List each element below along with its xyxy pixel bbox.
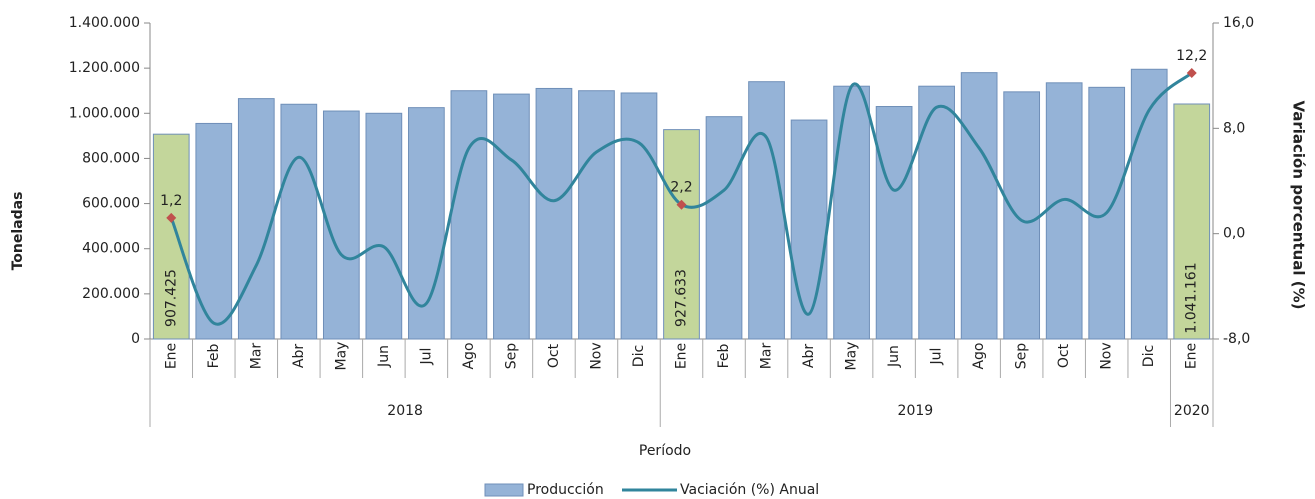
x-tick-label: Feb — [206, 343, 222, 368]
year-label: 2019 — [898, 403, 934, 419]
x-tick-label: Ene — [674, 343, 690, 369]
bar — [535, 87, 573, 340]
y-tick-label: 600.000 — [82, 196, 140, 212]
y2-axis-title: Variación porcentual (%) — [1290, 100, 1308, 309]
y-tick-label: 200.000 — [82, 286, 140, 302]
bar — [833, 85, 870, 340]
line-value-label: 1,2 — [160, 193, 182, 209]
bar — [578, 90, 615, 340]
x-tick-label: Jun — [376, 345, 392, 368]
y2-tick-label: 16,0 — [1223, 15, 1254, 31]
x-tick-label: Nov — [1099, 342, 1115, 369]
bar — [365, 112, 403, 340]
x-tick-label: Dic — [1141, 345, 1157, 367]
y-tick-label: 1.400.000 — [69, 15, 140, 31]
y-tick-label: 400.000 — [82, 241, 140, 257]
bar-value-label: 1.041.161 — [1184, 262, 1200, 333]
line-value-label: 2,2 — [670, 180, 692, 196]
x-tick-label: Sep — [1014, 343, 1030, 370]
bar — [237, 98, 275, 340]
x-tick-label: Jul — [418, 348, 434, 366]
x-tick-label: Ago — [461, 342, 477, 369]
line-marker — [1186, 68, 1197, 79]
bar — [1173, 103, 1211, 340]
x-tick-label: Ene — [1184, 343, 1200, 369]
bar — [1045, 82, 1083, 340]
bar — [918, 85, 955, 340]
x-tick-label: Ene — [163, 343, 179, 369]
y-tick-label: 1.200.000 — [69, 60, 140, 76]
year-label: 2018 — [387, 403, 423, 419]
bar — [960, 72, 998, 340]
line-marker — [166, 212, 177, 223]
legend-swatch — [484, 483, 524, 497]
x-tick-label: May — [844, 342, 860, 371]
x-tick-label: Abr — [291, 344, 307, 368]
bar — [152, 133, 190, 340]
x-tick-label: Mar — [759, 343, 775, 370]
legend-label: Producción — [527, 482, 604, 498]
x-tick-label: Abr — [801, 344, 817, 368]
x-tick-label: Sep — [503, 343, 519, 370]
line-marker — [676, 199, 687, 210]
bar — [705, 116, 743, 340]
x-tick-label: Jun — [886, 345, 902, 368]
x-tick-label: Nov — [588, 342, 604, 369]
y-axis-title: Toneladas — [10, 192, 26, 271]
bar — [875, 106, 913, 340]
bar-value-label: 907.425 — [163, 269, 179, 327]
line — [169, 71, 1193, 326]
x-axis-title: Período — [639, 443, 691, 459]
y-tick-label: 0 — [131, 331, 140, 347]
bar — [1130, 68, 1168, 340]
x-tick-label: May — [333, 342, 349, 371]
y-tick-label: 800.000 — [82, 150, 140, 166]
bar — [450, 90, 488, 340]
bar-value-label: 927.633 — [674, 269, 690, 327]
year-label: 2020 — [1174, 403, 1210, 419]
x-tick-label: Oct — [1056, 343, 1072, 368]
bar — [620, 92, 658, 340]
bar — [280, 103, 318, 340]
y-tick-label: 1.000.000 — [69, 105, 140, 121]
y2-tick-label: 0,0 — [1223, 226, 1245, 242]
x-tick-label: Feb — [716, 343, 732, 368]
legend-label: Vaciación (%) Anual — [680, 482, 819, 498]
y2-tick-label: 8,0 — [1223, 120, 1245, 136]
bar — [493, 93, 530, 340]
bar — [663, 129, 700, 340]
line-value-label: 12,2 — [1176, 48, 1207, 64]
x-tick-label: Oct — [546, 343, 562, 368]
bar — [790, 119, 828, 340]
bar — [748, 81, 785, 340]
x-tick-label: Dic — [631, 345, 647, 367]
bar — [1003, 91, 1041, 340]
x-tick-label: Mar — [248, 343, 264, 370]
x-tick-label: Ago — [971, 342, 987, 369]
y2-tick-label: -8,0 — [1223, 331, 1250, 347]
x-tick-label: Jul — [929, 348, 945, 366]
